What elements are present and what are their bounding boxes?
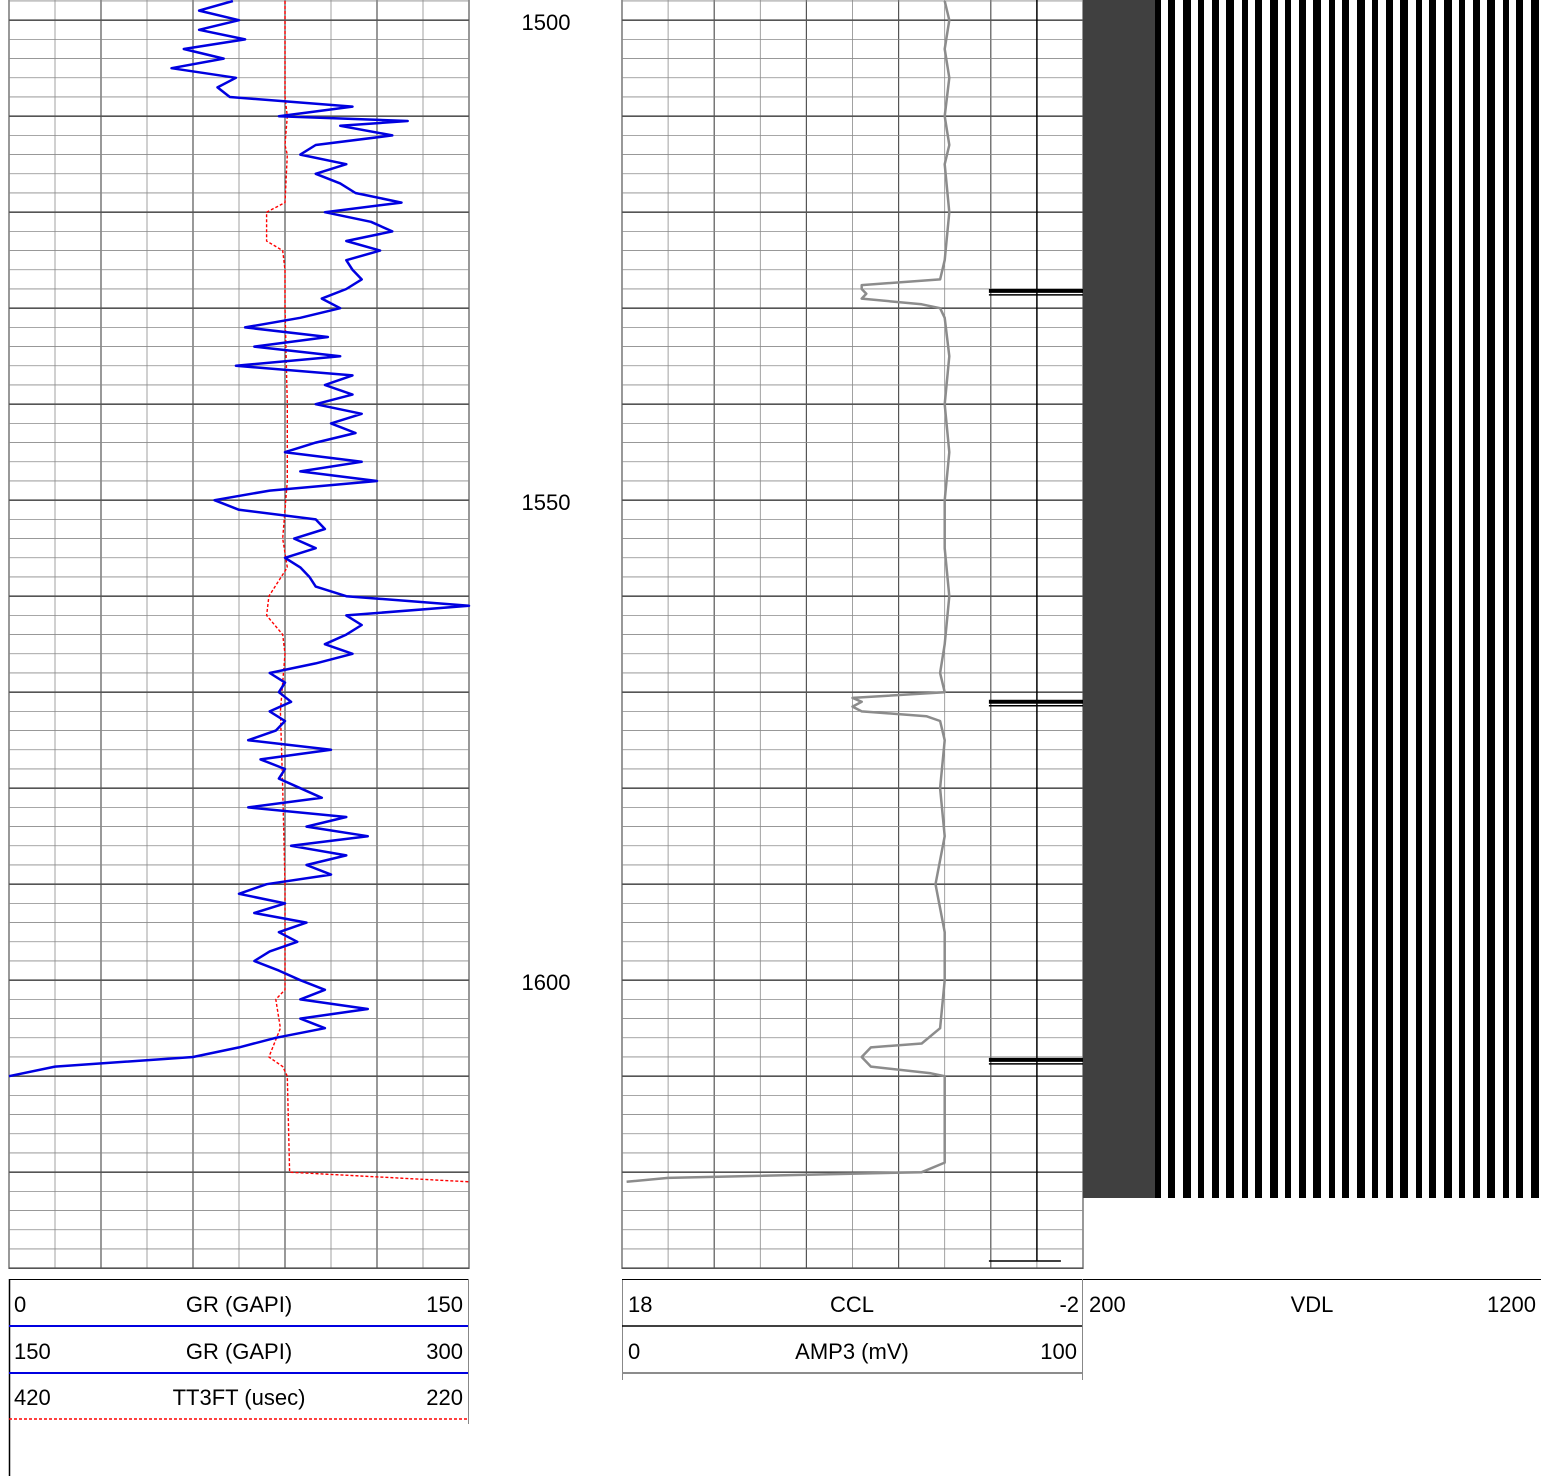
vdl-wave-stripe	[1372, 0, 1378, 1198]
vdl-wave-stripe	[1270, 0, 1278, 1198]
vdl-wave-stripe	[1487, 0, 1495, 1198]
vdl-wave-stripe	[1342, 0, 1349, 1198]
vdl-wave-stripe	[1198, 0, 1204, 1198]
amp3-min: 0	[628, 1339, 640, 1364]
vdl-wave-stripe	[1299, 0, 1306, 1198]
vdl-min: 200	[1089, 1292, 1126, 1317]
vdl-wave-stripe	[1459, 0, 1465, 1198]
depth-label-1550: 1550	[522, 490, 571, 515]
gr1-max: 150	[426, 1292, 463, 1317]
track1-header: 0 GR (GAPI) 150 150 GR (GAPI) 300 420 TT…	[8, 1279, 469, 1476]
vdl-wave-stripe	[1329, 0, 1335, 1198]
gr2-min: 150	[14, 1339, 51, 1364]
ccl-collar-ticks	[988, 0, 1083, 1262]
track3-header: 18 CCL -2 0 AMP3 (mV) 100 200 VDL 1200	[622, 1279, 1541, 1380]
vdl-wave-stripe	[1503, 0, 1509, 1198]
depth-label-1500: 1500	[522, 10, 571, 35]
tt3-max: 220	[426, 1385, 463, 1410]
curves	[8, 0, 951, 1184]
vdl-wave-stripe	[1155, 0, 1161, 1198]
vdl-wave-stripe	[1183, 0, 1191, 1198]
tt3-min: 420	[14, 1385, 51, 1410]
vdl-wave-stripe	[1357, 0, 1365, 1198]
gr2-max: 300	[426, 1339, 463, 1364]
ccl-label: CCL	[830, 1292, 874, 1317]
vdl-wave-stripe	[1242, 0, 1248, 1198]
amp3-curve	[626, 0, 951, 1184]
vdl-wave-stripe	[1226, 0, 1234, 1198]
gr1-label: GR (GAPI)	[186, 1292, 292, 1317]
vdl-wave-stripe	[1516, 0, 1523, 1198]
vdl-wave-stripe	[1386, 0, 1393, 1198]
vdl-max: 1200	[1487, 1292, 1536, 1317]
vdl-early-time-band	[1083, 0, 1155, 1198]
vdl-wave-stripe	[1444, 0, 1452, 1198]
vdl-wave-stripe	[1400, 0, 1408, 1198]
gr1-min: 0	[14, 1292, 26, 1317]
gr-curve	[8, 0, 471, 1078]
vdl-label: VDL	[1291, 1292, 1334, 1317]
tt3ft-curve	[265, 1, 470, 1183]
ccl-min: 18	[628, 1292, 652, 1317]
amp3-max: 100	[1040, 1339, 1077, 1364]
vdl-wave-stripe	[1212, 0, 1219, 1198]
vdl-wave-stripe	[1531, 0, 1539, 1198]
track3-grid	[621, 0, 1084, 1269]
vdl-wave-stripe	[1255, 0, 1262, 1198]
depth-label-1600: 1600	[522, 970, 571, 995]
gr2-label: GR (GAPI)	[186, 1339, 292, 1364]
vdl-wave-stripe	[1313, 0, 1321, 1198]
vdl-wave-stripe	[1429, 0, 1436, 1198]
amp3-label: AMP3 (mV)	[795, 1339, 909, 1364]
vdl-wave-stripe	[1416, 0, 1422, 1198]
track1-grid	[8, 0, 470, 1269]
tt3-label: TT3FT (usec)	[173, 1385, 306, 1410]
vdl-wave-stripe	[1473, 0, 1480, 1198]
vdl-wave-stripe	[1168, 0, 1175, 1198]
ccl-max: -2	[1059, 1292, 1079, 1317]
vdl-track	[1083, 0, 1541, 1198]
vdl-wave-stripe	[1285, 0, 1291, 1198]
